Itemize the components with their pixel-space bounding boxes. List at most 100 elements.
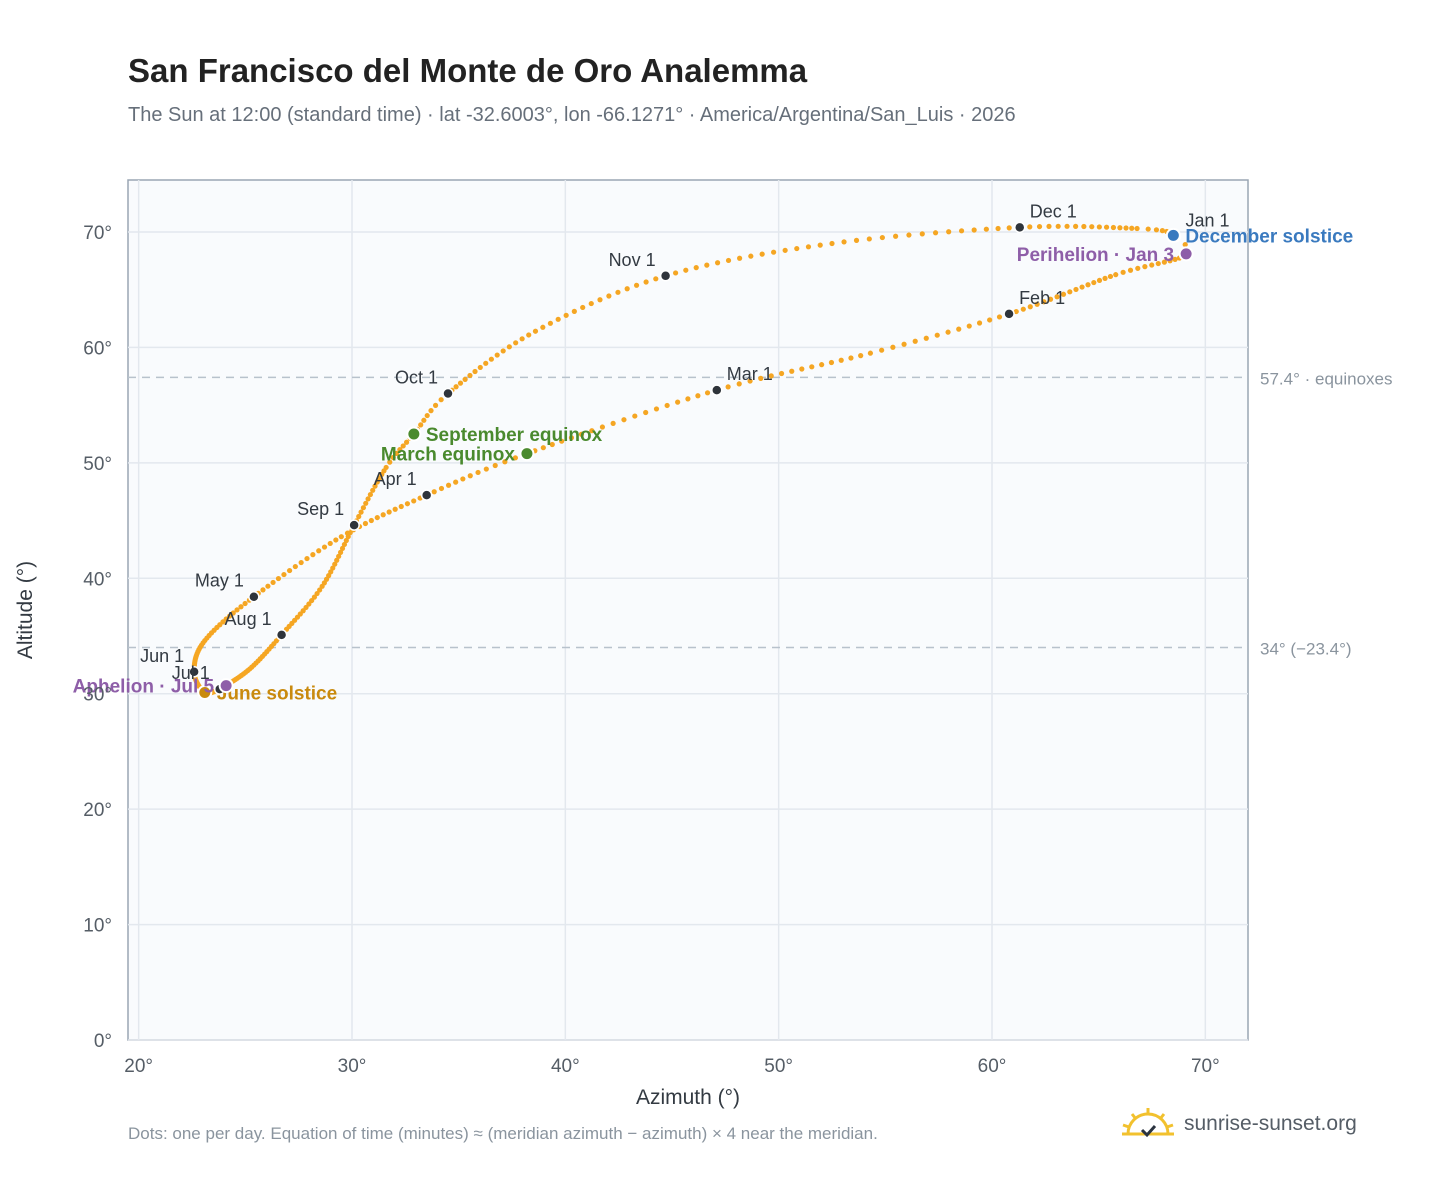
daily-dot	[1047, 296, 1054, 302]
daily-dot	[789, 368, 795, 374]
daily-dot	[946, 229, 952, 235]
daily-dot	[488, 356, 494, 362]
daily-dot	[309, 597, 315, 604]
daily-dot	[1041, 299, 1047, 305]
daily-dot	[879, 234, 885, 241]
daily-dot	[580, 304, 586, 311]
daily-dot	[424, 412, 430, 419]
daily-dot	[345, 533, 351, 540]
daily-dot	[390, 454, 396, 461]
daily-dot	[828, 359, 835, 366]
y-tick-label: 30°	[83, 685, 112, 706]
y-tick-label: 70°	[83, 223, 112, 244]
daily-dot	[829, 240, 835, 247]
daily-dot	[643, 409, 649, 416]
daily-dot	[725, 384, 731, 390]
daily-dot	[475, 469, 481, 476]
daily-dot	[759, 251, 765, 257]
daily-dot	[1006, 225, 1012, 231]
daily-dot	[358, 509, 364, 515]
daily-dot	[1135, 265, 1141, 271]
daily-dot	[794, 245, 800, 252]
daily-dot	[1060, 291, 1067, 297]
daily-dot	[532, 328, 539, 334]
daily-dot	[1055, 223, 1061, 229]
daily-dot	[1027, 224, 1033, 230]
daily-dot	[506, 344, 512, 350]
daily-dot	[578, 431, 585, 437]
daily-dot	[737, 255, 743, 261]
daily-dot	[653, 406, 660, 412]
daily-dot	[934, 332, 940, 338]
daily-dot	[805, 244, 812, 250]
daily-dot	[334, 557, 340, 563]
chart-subtitle: The Sun at 12:00 (standard time) · lat -…	[128, 104, 1016, 126]
daily-dot	[432, 402, 439, 408]
daily-dot	[383, 464, 389, 471]
daily-dot	[866, 236, 872, 242]
daily-dot	[306, 601, 312, 607]
x-tick-label: 70°	[1191, 1056, 1220, 1077]
daily-dot	[431, 489, 437, 495]
month-marker	[659, 270, 672, 282]
y-tick-label: 60°	[83, 338, 112, 359]
daily-dot	[547, 320, 554, 326]
daily-dot	[1096, 224, 1102, 230]
daily-dot	[418, 422, 424, 428]
daily-dot	[386, 509, 392, 515]
daily-dot	[457, 380, 464, 386]
month-label: Mar 1	[727, 364, 773, 384]
daily-dot	[848, 355, 854, 361]
daily-dot	[563, 312, 569, 318]
event-label: December solstice	[1185, 226, 1353, 247]
daily-dot	[1067, 289, 1073, 295]
daily-dot	[736, 381, 742, 387]
daily-dot	[1145, 226, 1151, 232]
x-tick-label: 50°	[764, 1056, 793, 1077]
event-marker	[1165, 227, 1181, 243]
month-marker	[275, 629, 288, 641]
daily-dot	[483, 466, 489, 472]
daily-dot	[341, 541, 348, 548]
month-marker	[248, 590, 260, 603]
month-label: Jan 1	[1185, 211, 1229, 231]
daily-dot	[275, 575, 282, 582]
daily-dot	[1079, 284, 1085, 290]
daily-dot	[321, 544, 328, 550]
daily-dot	[494, 352, 500, 358]
daily-dot	[1110, 224, 1117, 231]
daily-dot	[597, 297, 603, 303]
daily-dot	[1134, 225, 1140, 232]
daily-dot	[714, 260, 721, 266]
event-marker	[197, 685, 213, 701]
plot-area	[127, 179, 1249, 1041]
daily-dot	[923, 335, 929, 341]
daily-dot	[376, 475, 383, 481]
daily-dot	[966, 323, 972, 329]
daily-dot	[725, 257, 732, 264]
daily-dot	[890, 344, 896, 350]
event-marker	[406, 426, 422, 442]
daily-dot	[1091, 279, 1097, 286]
brand-link[interactable]: sunrise-sunset.org	[1120, 1104, 1357, 1144]
daily-dot	[367, 491, 373, 498]
daily-dot	[398, 503, 404, 510]
daily-dot	[1073, 223, 1079, 229]
daily-dot	[1036, 223, 1043, 230]
daily-dot	[387, 459, 393, 465]
month-label: Feb 1	[1019, 288, 1065, 308]
daily-dot	[1182, 241, 1188, 248]
brand-name: sunrise-sunset.org	[1184, 1112, 1357, 1135]
daily-dot	[799, 366, 805, 372]
daily-dot	[1089, 224, 1095, 230]
month-label: May 1	[195, 571, 244, 591]
daily-dot	[867, 350, 874, 356]
daily-dot	[421, 417, 427, 423]
daily-dot	[286, 567, 293, 574]
daily-dot	[370, 487, 376, 493]
grid	[128, 180, 1248, 1041]
daily-dot	[1054, 294, 1060, 300]
daily-dot	[363, 500, 369, 506]
daily-dot	[748, 253, 754, 259]
